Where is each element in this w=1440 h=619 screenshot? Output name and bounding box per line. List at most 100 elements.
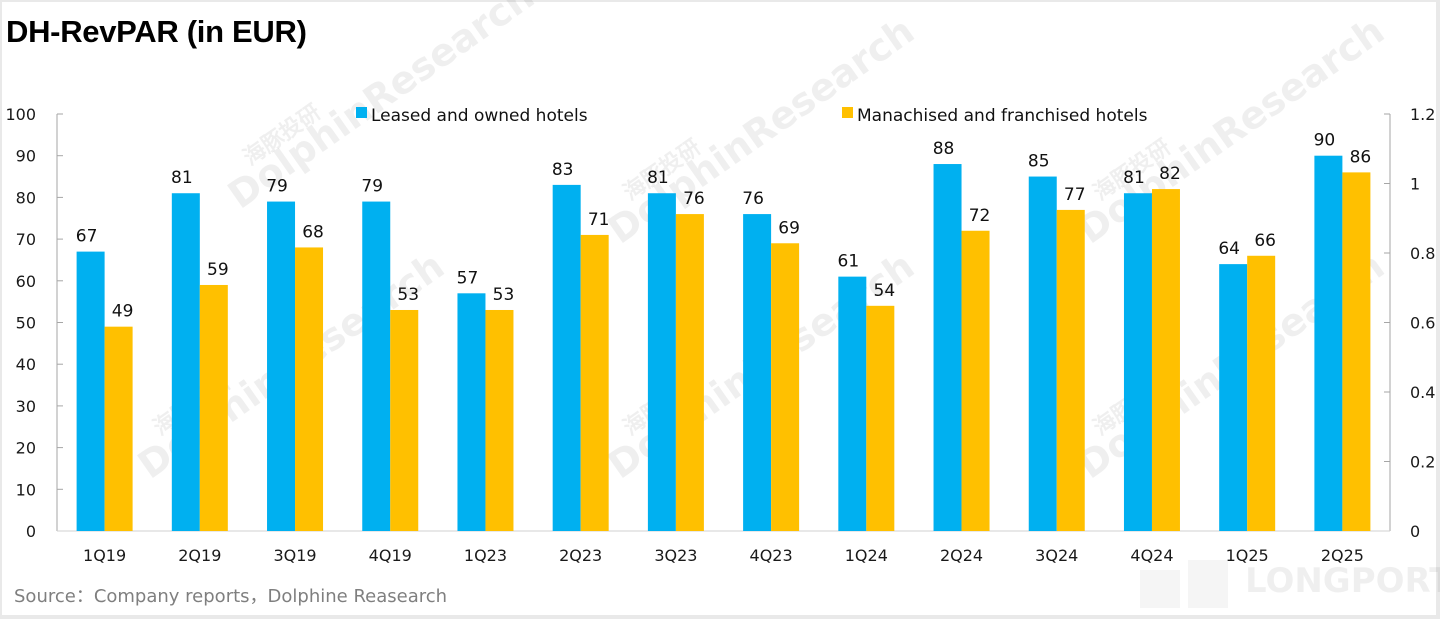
data-label: 54 (874, 281, 896, 301)
source-note: Source：Company reports，Dolphine Reasearc… (14, 586, 448, 607)
y-tick-label: 40 (16, 355, 36, 374)
y2-tick-label: 0 (1410, 522, 1420, 541)
legend-swatch (842, 107, 853, 118)
watermark-logo-block (1188, 560, 1228, 608)
y-tick-label: 100 (5, 105, 36, 124)
bar-franchised-1Q24 (866, 305, 895, 531)
data-label: 82 (1159, 164, 1181, 184)
bar-leased-2Q25 (1314, 155, 1343, 531)
x-tick-label: 4Q24 (1130, 546, 1173, 565)
bar-franchised-3Q23 (675, 214, 704, 531)
bar-franchised-2Q23 (580, 234, 609, 531)
data-label: 64 (1218, 239, 1240, 259)
bars (76, 155, 1371, 532)
y2-tick-label: 1 (1410, 175, 1420, 194)
y-tick-label: 20 (16, 439, 36, 458)
y-tick-label: 60 (16, 272, 36, 291)
data-label: 69 (778, 218, 800, 238)
data-label: 77 (1064, 185, 1086, 205)
data-label: 68 (302, 222, 324, 242)
bar-franchised-2Q24 (961, 230, 990, 531)
x-tick-label: 2Q25 (1321, 546, 1364, 565)
bar-franchised-4Q24 (1151, 189, 1180, 531)
x-tick-label: 1Q24 (845, 546, 888, 565)
legend-swatch (356, 107, 367, 118)
bar-leased-3Q19 (267, 201, 296, 531)
bar-leased-3Q23 (647, 193, 676, 532)
legend-label: Leased and owned hotels (371, 106, 588, 126)
data-label: 66 (1254, 231, 1276, 251)
watermark-longport: LONGPORT (1245, 561, 1440, 601)
y2-tick-label: 1.2 (1410, 105, 1435, 124)
bar-leased-2Q23 (552, 184, 581, 531)
bar-franchised-3Q19 (295, 247, 324, 531)
y-tick-label: 10 (16, 480, 36, 499)
data-label: 88 (933, 139, 955, 159)
y-tick-label: 30 (16, 397, 36, 416)
data-label: 81 (1123, 168, 1145, 188)
data-label: 83 (552, 160, 574, 180)
data-label: 81 (647, 168, 669, 188)
data-label: 85 (1028, 152, 1050, 172)
data-label: 86 (1350, 147, 1372, 167)
data-labels: 67 49 81 59 79 68 79 53 57 53 83 71 81 76 76 69 61 54 88 72… (76, 131, 1371, 322)
data-label: 76 (683, 189, 705, 209)
y2-tick-label: 0.8 (1410, 244, 1435, 263)
bar-leased-1Q19 (76, 251, 105, 532)
x-tick-label: 4Q19 (369, 546, 412, 565)
bar-franchised-1Q25 (1247, 255, 1276, 531)
x-tick-label: 2Q19 (178, 546, 221, 565)
legend: Leased and owned hotels Manachised and fr… (356, 106, 1148, 126)
data-label: 53 (493, 285, 515, 305)
data-label: 67 (76, 227, 98, 247)
data-label: 76 (742, 189, 764, 209)
y-tick-label: 80 (16, 188, 36, 207)
x-tick-label: 1Q19 (83, 546, 126, 565)
bar-leased-3Q24 (1028, 176, 1057, 532)
bar-franchised-4Q19 (390, 309, 419, 531)
data-label: 61 (838, 252, 860, 272)
bar-franchised-2Q19 (199, 284, 228, 531)
y2-tick-label: 0.6 (1410, 314, 1435, 333)
chart-title: DH-RevPAR (in EUR) (6, 14, 307, 49)
x-tick-label: 1Q25 (1226, 546, 1269, 565)
bar-franchised-4Q23 (771, 243, 800, 531)
y2-tick-label: 0.4 (1410, 383, 1435, 402)
watermark-logo-block (1140, 570, 1180, 608)
x-tick-label: 1Q23 (464, 546, 507, 565)
y-tick-label: 70 (16, 230, 36, 249)
bar-leased-1Q25 (1219, 264, 1248, 531)
data-label: 81 (171, 168, 193, 188)
data-label: 79 (266, 177, 288, 197)
y-tick-label: 0 (26, 522, 36, 541)
data-label: 79 (361, 177, 383, 197)
bar-leased-2Q24 (933, 164, 962, 532)
bar-franchised-1Q19 (104, 326, 133, 531)
x-tick-label: 3Q19 (273, 546, 316, 565)
data-label: 57 (457, 268, 479, 288)
bar-leased-4Q23 (743, 214, 772, 531)
bar-leased-2Q19 (171, 193, 200, 532)
legend-label: Manachised and franchised hotels (857, 106, 1148, 126)
x-tick-label: 3Q24 (1035, 546, 1078, 565)
bar-leased-4Q19 (362, 201, 391, 531)
bar-leased-1Q24 (838, 276, 867, 531)
data-label: 59 (207, 260, 229, 280)
bar-franchised-3Q24 (1056, 209, 1085, 531)
bar-franchised-2Q25 (1342, 172, 1371, 531)
x-tick-label: 2Q23 (559, 546, 602, 565)
x-tick-label: 2Q24 (940, 546, 983, 565)
data-label: 90 (1314, 131, 1336, 151)
x-tick-label: 4Q23 (750, 546, 793, 565)
data-label: 71 (588, 210, 610, 230)
bar-leased-4Q24 (1123, 193, 1152, 532)
data-label: 72 (969, 206, 991, 226)
data-label: 53 (397, 285, 419, 305)
bar-franchised-1Q23 (485, 309, 514, 531)
x-tick-label: 3Q23 (654, 546, 697, 565)
y2-tick-label: 0.2 (1410, 453, 1435, 472)
bar-leased-1Q23 (457, 293, 486, 531)
data-label: 49 (112, 302, 134, 322)
